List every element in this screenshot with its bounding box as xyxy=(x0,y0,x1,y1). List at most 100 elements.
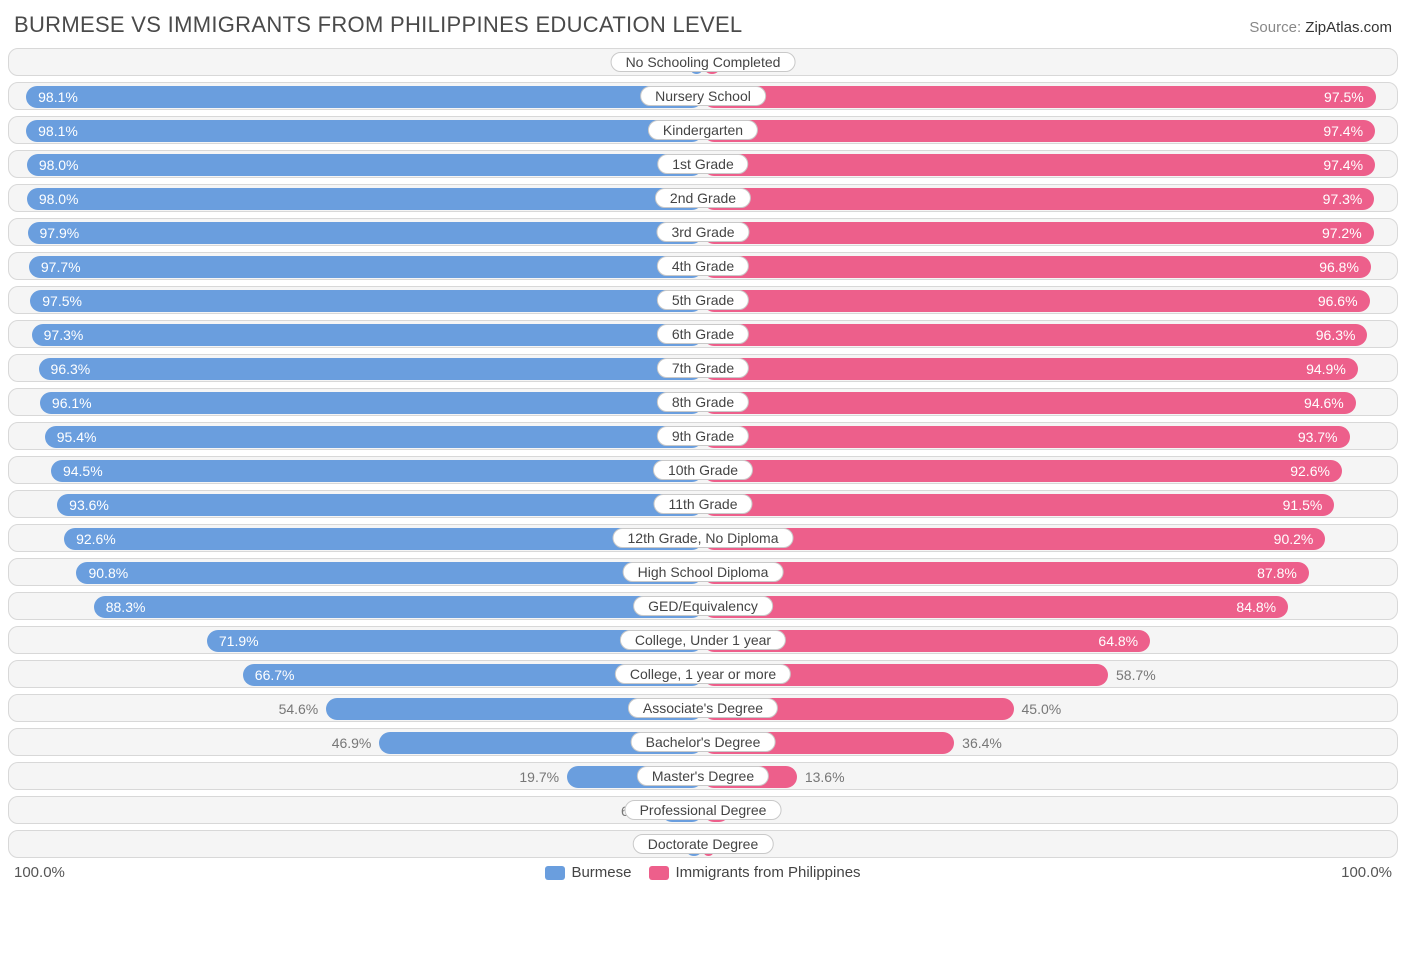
pct-left: 90.8% xyxy=(88,562,128,584)
category-label: Nursery School xyxy=(640,86,766,106)
chart-row: 97.5% 96.6% 5th Grade xyxy=(8,286,1398,314)
bar-left xyxy=(27,154,703,176)
bar-left xyxy=(30,290,703,312)
source-name: ZipAtlas.com xyxy=(1305,19,1392,36)
pct-left: 93.6% xyxy=(69,494,109,516)
bar-left xyxy=(29,256,703,278)
legend: Burmese Immigrants from Philippines xyxy=(65,864,1341,881)
chart-row: 98.0%97.3%2nd Grade xyxy=(8,184,1398,212)
chart-row: 54.6%45.0%Associate's Degree xyxy=(8,694,1398,722)
pct-left: 96.1% xyxy=(52,392,92,414)
bar-right xyxy=(703,290,1370,312)
chart-row: 98.0%97.4%1st Grade xyxy=(8,150,1398,178)
chart-row: 1.9%2.6%No Schooling Completed xyxy=(8,48,1398,76)
chart-row: 98.1% 97.4% Kindergarten xyxy=(8,116,1398,144)
chart-row: 97.3% 96.3% 6th Grade xyxy=(8,320,1398,348)
chart-row: 6.1%3.9%Professional Degree xyxy=(8,796,1398,824)
chart-row: 96.1%94.6%8th Grade xyxy=(8,388,1398,416)
category-label: Bachelor's Degree xyxy=(631,732,776,752)
category-label: 7th Grade xyxy=(657,358,749,378)
category-label: 1st Grade xyxy=(657,154,748,174)
bar-left xyxy=(27,188,703,210)
pct-left: 95.4% xyxy=(57,426,97,448)
bar-right xyxy=(703,86,1376,108)
pct-right: 96.6% xyxy=(1318,290,1358,312)
pct-right: 96.3% xyxy=(1316,324,1356,346)
category-label: College, 1 year or more xyxy=(615,664,791,684)
source-label: Source: xyxy=(1249,19,1301,36)
pct-right: 36.4% xyxy=(962,732,1002,754)
bar-right xyxy=(703,222,1374,244)
pct-left: 97.7% xyxy=(41,256,81,278)
pct-right: 58.7% xyxy=(1116,664,1156,686)
pct-right: 64.8% xyxy=(1098,630,1138,652)
bar-right xyxy=(703,562,1309,584)
category-label: 2nd Grade xyxy=(655,188,751,208)
bar-right xyxy=(703,426,1350,448)
bar-left xyxy=(51,460,703,482)
pct-left: 19.7% xyxy=(519,766,559,788)
pct-left: 96.3% xyxy=(51,358,91,380)
bar-right xyxy=(703,256,1371,278)
category-label: Doctorate Degree xyxy=(633,834,774,854)
chart-row: 46.9% 36.4% Bachelor's Degree xyxy=(8,728,1398,756)
category-label: 6th Grade xyxy=(657,324,749,344)
bar-left xyxy=(64,528,703,550)
pct-left: 97.5% xyxy=(42,290,82,312)
pct-left: 98.0% xyxy=(39,154,79,176)
chart-row: 98.1%97.5%Nursery School xyxy=(8,82,1398,110)
category-label: 3rd Grade xyxy=(656,222,749,242)
category-label: Professional Degree xyxy=(625,800,782,820)
chart-row: 92.6%90.2%12th Grade, No Diploma xyxy=(8,524,1398,552)
pct-left: 88.3% xyxy=(106,596,146,618)
pct-right: 97.4% xyxy=(1323,120,1363,142)
pct-left: 94.5% xyxy=(63,460,103,482)
legend-label-right: Immigrants from Philippines xyxy=(675,864,860,881)
category-label: Kindergarten xyxy=(648,120,758,140)
category-label: No Schooling Completed xyxy=(611,52,796,72)
axis-max-left: 100.0% xyxy=(14,864,65,881)
pct-left: 97.9% xyxy=(40,222,80,244)
bar-left xyxy=(94,596,703,618)
bar-left xyxy=(39,358,703,380)
pct-right: 97.2% xyxy=(1322,222,1362,244)
pct-left: 97.3% xyxy=(44,324,84,346)
pct-left: 66.7% xyxy=(255,664,295,686)
pct-right: 94.6% xyxy=(1304,392,1344,414)
legend-item-right: Immigrants from Philippines xyxy=(649,864,860,881)
pct-left: 92.6% xyxy=(76,528,116,550)
pct-right: 96.8% xyxy=(1319,256,1359,278)
chart-title: BURMESE VS IMMIGRANTS FROM PHILIPPINES E… xyxy=(14,12,742,38)
chart-row: 94.5%92.6%10th Grade xyxy=(8,456,1398,484)
legend-item-left: Burmese xyxy=(545,864,631,881)
category-label: 5th Grade xyxy=(657,290,749,310)
category-label: 4th Grade xyxy=(657,256,749,276)
bar-right xyxy=(703,358,1358,380)
chart-row: 95.4%93.7%9th Grade xyxy=(8,422,1398,450)
chart-row: 19.7%13.6%Master's Degree xyxy=(8,762,1398,790)
legend-label-left: Burmese xyxy=(571,864,631,881)
bar-left xyxy=(57,494,703,516)
pct-right: 92.6% xyxy=(1290,460,1330,482)
bar-left xyxy=(76,562,703,584)
bar-right xyxy=(703,494,1334,516)
pct-left: 46.9% xyxy=(332,732,372,754)
pct-right: 91.5% xyxy=(1283,494,1323,516)
bar-right xyxy=(703,528,1325,550)
category-label: College, Under 1 year xyxy=(620,630,786,650)
pct-left: 54.6% xyxy=(279,698,319,720)
bar-right xyxy=(703,596,1288,618)
bar-right xyxy=(703,392,1356,414)
category-label: 9th Grade xyxy=(657,426,749,446)
pct-right: 87.8% xyxy=(1257,562,1297,584)
category-label: Associate's Degree xyxy=(628,698,778,718)
chart-row: 97.7% 96.8% 4th Grade xyxy=(8,252,1398,280)
chart-row: 90.8%87.8%High School Diploma xyxy=(8,558,1398,586)
pct-left: 71.9% xyxy=(219,630,259,652)
chart-row: 96.3%94.9%7th Grade xyxy=(8,354,1398,382)
pct-left: 98.1% xyxy=(38,120,78,142)
bar-left xyxy=(26,120,703,142)
bar-right xyxy=(703,120,1375,142)
legend-swatch-right xyxy=(649,866,669,880)
pct-right: 97.5% xyxy=(1324,86,1364,108)
